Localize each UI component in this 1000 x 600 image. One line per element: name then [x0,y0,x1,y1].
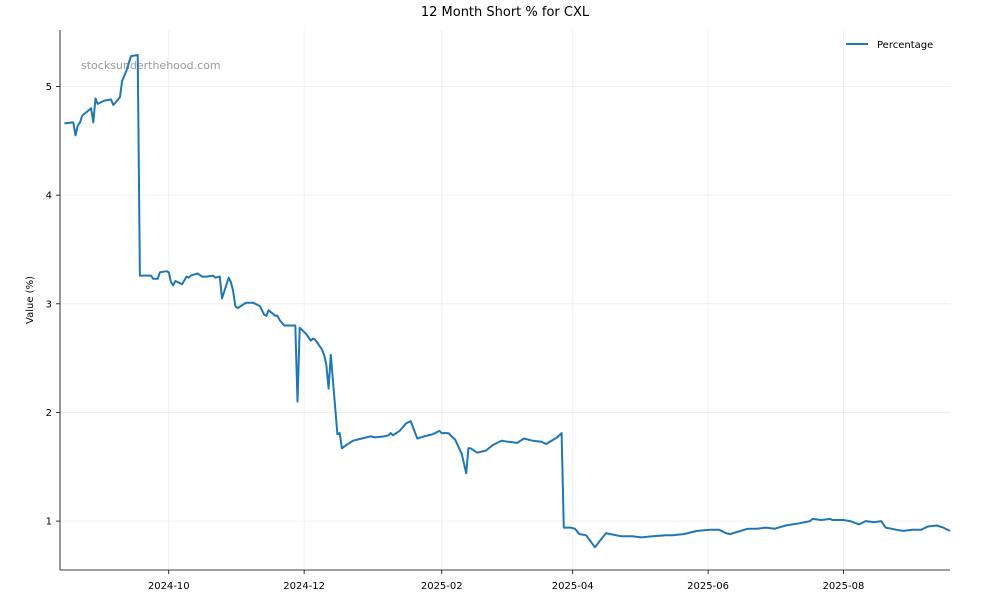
x-tick-label: 2025-06 [687,581,729,592]
y-tick-label: 3 [46,299,52,310]
x-tick-label: 2024-12 [283,581,325,592]
y-axis-label: Value (%) [25,276,36,324]
watermark: stocksunderthehood.com [81,59,221,72]
legend: Percentage [846,40,933,51]
y-tick-label: 1 [46,517,52,528]
axes [59,30,950,571]
y-tick-label: 2 [46,408,52,419]
x-tick-label: 2025-08 [823,581,865,592]
grid [60,30,950,570]
series-line-percentage [64,54,951,549]
chart-title: 12 Month Short % for CXL [421,5,590,20]
x-tick-label: 2025-04 [552,581,594,592]
x-tick-label: 2025-02 [421,581,463,592]
x-ticks: 2024-10 2024-12 2025-02 2025-04 2025-06 2025-… [148,570,865,592]
x-tick-label: 2024-10 [148,581,190,592]
y-tick-label: 4 [46,191,52,202]
y-tick-label: 5 [46,82,52,93]
y-ticks: 1 2 3 4 5 [46,82,60,528]
legend-label-percentage: Percentage [877,40,933,51]
